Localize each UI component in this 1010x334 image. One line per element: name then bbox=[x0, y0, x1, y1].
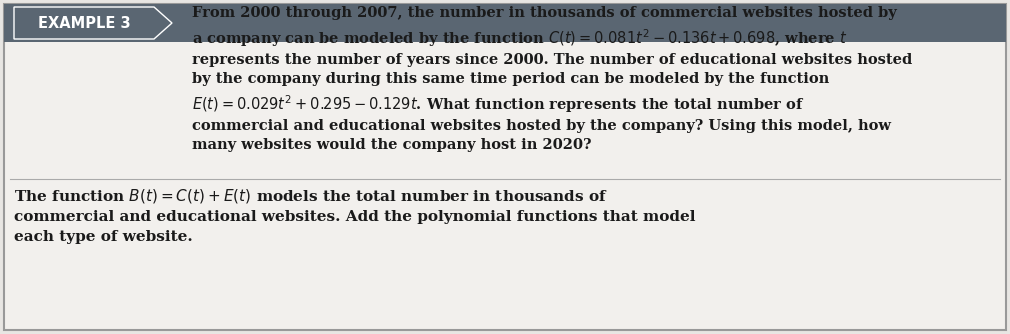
Polygon shape bbox=[14, 7, 172, 39]
Text: EXAMPLE 3: EXAMPLE 3 bbox=[37, 15, 130, 30]
FancyBboxPatch shape bbox=[4, 4, 1006, 42]
Text: The function $B(t) = C(t) + E(t)$ models the total number in thousands of
commer: The function $B(t) = C(t) + E(t)$ models… bbox=[14, 187, 696, 244]
Text: From 2000 through 2007, the number in thousands of commercial websites hosted by: From 2000 through 2007, the number in th… bbox=[192, 6, 912, 152]
FancyBboxPatch shape bbox=[4, 4, 1006, 330]
